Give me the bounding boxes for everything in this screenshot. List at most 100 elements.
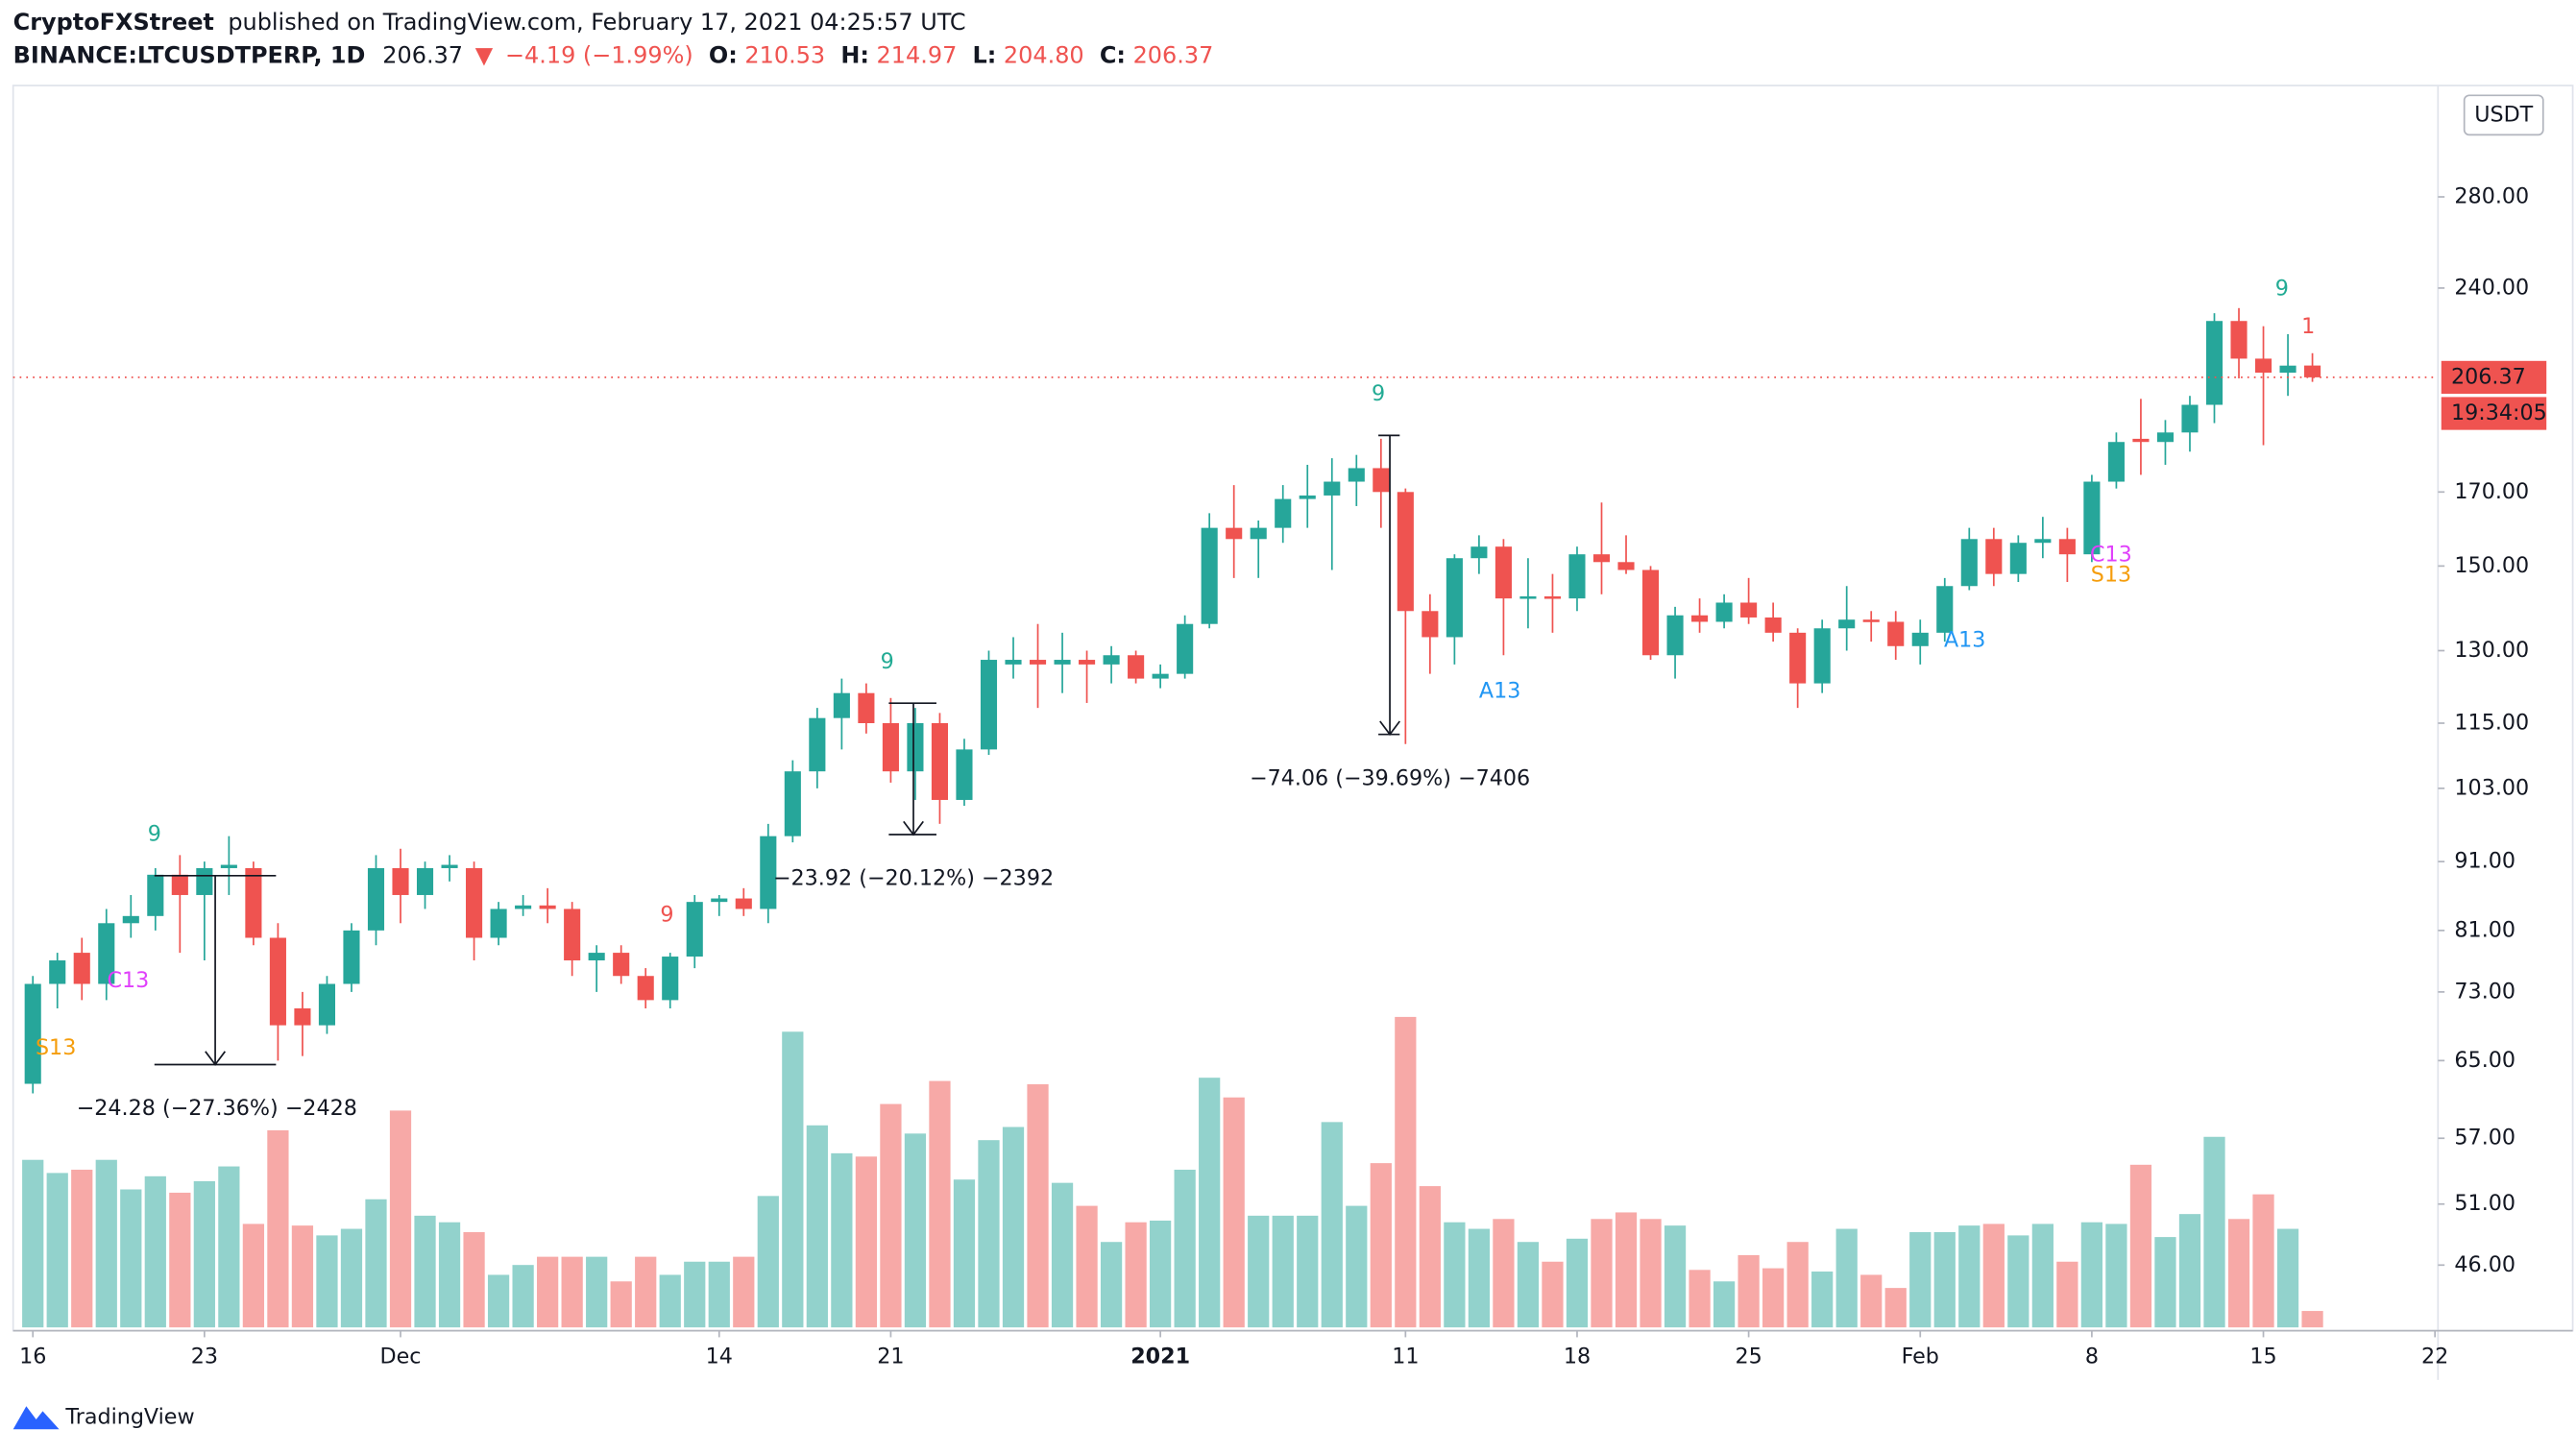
candle-body: [392, 867, 409, 895]
volume-bar: [2252, 1194, 2274, 1328]
candle-body: [882, 723, 899, 772]
measurement: −23.92 (−20.12%) −2392: [773, 702, 1054, 891]
header: CryptoFXStreet published on TradingView.…: [13, 9, 1214, 68]
volume-bar: [1223, 1097, 1245, 1328]
candle-body: [2205, 321, 2224, 405]
x-tick-label: Feb: [1902, 1344, 1939, 1369]
volume-bar: [487, 1274, 510, 1328]
candle-body: [220, 864, 237, 868]
author: CryptoFXStreet: [13, 9, 214, 36]
candle-body: [1226, 527, 1243, 540]
volume-bar: [831, 1152, 853, 1328]
candle-body: [1324, 481, 1341, 496]
countdown: 19:34:05: [2451, 400, 2547, 425]
y-tick-label: 103.00: [2454, 775, 2529, 800]
volume-bar: [2154, 1237, 2176, 1328]
volume-bar: [610, 1281, 632, 1328]
close-label: C:: [1100, 41, 1126, 68]
open-value: 210.53: [744, 41, 825, 68]
candle-body: [1470, 546, 1488, 559]
volume-bar: [1419, 1186, 1441, 1328]
volume-bar: [1811, 1272, 1834, 1328]
candle-body: [1887, 621, 1905, 646]
volume-bar: [1860, 1274, 1883, 1328]
candle-body: [613, 953, 630, 977]
volume-bar: [438, 1222, 461, 1328]
volume-bar: [1297, 1215, 1319, 1328]
x-tick-label: 18: [1564, 1344, 1591, 1369]
candle-body: [2181, 404, 2199, 433]
x-tick-label: 2021: [1130, 1344, 1190, 1369]
volume-bar: [169, 1192, 191, 1328]
candle-body: [416, 867, 434, 895]
candle-body: [147, 874, 164, 916]
x-tick-label: Dec: [380, 1344, 422, 1369]
candle-body: [1740, 602, 1758, 618]
y-tick-label: 240.00: [2454, 275, 2529, 300]
candle-body: [171, 874, 188, 895]
volume-bar: [144, 1175, 166, 1328]
candle-body: [49, 960, 66, 984]
y-tick-label: 130.00: [2454, 638, 2529, 663]
measure-arrowhead: [205, 1051, 227, 1066]
currency: USDT: [2474, 102, 2533, 127]
candle-body: [1960, 539, 1978, 587]
candle-body: [931, 723, 949, 800]
candle-body: [1691, 615, 1709, 622]
candle-body: [833, 692, 850, 718]
measure-arrowhead: [903, 820, 924, 836]
y-tick-label: 46.00: [2454, 1252, 2515, 1277]
candle-body: [245, 867, 262, 938]
volume-bar: [1150, 1220, 1172, 1328]
volume-bar: [855, 1156, 878, 1328]
volume-bar: [22, 1159, 44, 1328]
x-tick-label: 22: [2421, 1344, 2448, 1369]
volume-bar: [1542, 1261, 1564, 1328]
volume-bar: [635, 1256, 657, 1328]
candle-body: [490, 909, 507, 938]
volume-bar: [512, 1265, 534, 1328]
candle-body: [980, 660, 998, 750]
volume-bar: [1762, 1268, 1785, 1328]
symbol-line: BINANCE:LTCUSDTPERP, 1D 206.37 ▼ −4.19 (…: [13, 41, 1214, 68]
candle-body: [515, 905, 532, 909]
candle-body: [1789, 632, 1807, 684]
candle-body: [122, 915, 139, 924]
candle-body: [2230, 321, 2248, 359]
annotation: 9: [660, 902, 673, 927]
volume-bar: [340, 1228, 363, 1328]
volume-bar: [2007, 1235, 2029, 1328]
volume-bar: [537, 1256, 559, 1328]
candle-body: [1862, 619, 1880, 622]
volume-bar: [242, 1224, 265, 1328]
volume-bar: [1272, 1215, 1294, 1328]
candle-body: [1177, 623, 1194, 674]
volume-bar: [1248, 1215, 1270, 1328]
volume-bar: [1174, 1169, 1196, 1328]
annotation: 9: [148, 822, 161, 847]
brand: TradingView: [64, 1405, 194, 1430]
volume-bar: [2227, 1219, 2250, 1328]
candle-body: [760, 836, 777, 909]
candle-body: [1422, 611, 1439, 638]
candle-body: [73, 953, 90, 984]
candle-body: [2058, 539, 2076, 555]
volume-bar: [1835, 1228, 1858, 1328]
volume-bar: [71, 1169, 93, 1328]
volume-bar: [389, 1110, 412, 1328]
volume-bar: [1468, 1228, 1491, 1328]
volume-bar: [1027, 1084, 1049, 1328]
volume-bar: [904, 1133, 927, 1328]
measure-label: −74.06 (−39.69%) −7406: [1250, 765, 1530, 790]
volume-bar: [757, 1196, 779, 1328]
volume-bar: [586, 1256, 608, 1328]
candle-body: [784, 771, 801, 836]
logo: [12, 1406, 60, 1430]
published: published on TradingView.com, February 1…: [228, 9, 965, 36]
candle-body: [956, 749, 973, 800]
volume-bar: [2129, 1164, 2152, 1328]
volume-bar: [2203, 1136, 2225, 1328]
volume-bar: [2080, 1222, 2103, 1328]
volume-bar: [978, 1140, 1000, 1328]
candle-body: [24, 983, 41, 1084]
